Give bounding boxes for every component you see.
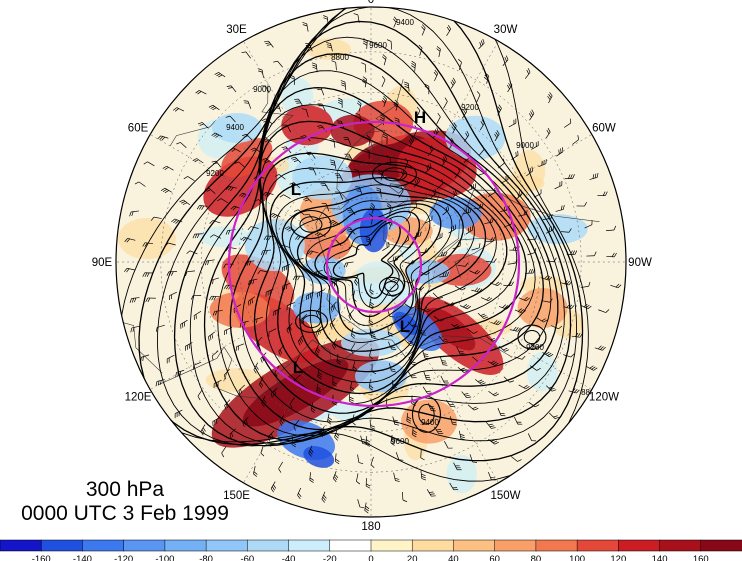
contour-value-label: 9400 — [421, 418, 439, 427]
colorbar-swatch — [370, 539, 413, 552]
colorbar-swatch — [576, 539, 619, 552]
contour-value-label: 9600 — [391, 437, 409, 446]
colorbar-tick-label: 0 — [368, 554, 373, 561]
longitude-label: 30E — [226, 24, 247, 36]
colorbar-tick-label: -140 — [73, 554, 92, 561]
pressure-system-markers: H L L L — [291, 108, 426, 377]
longitude-label: 0 — [368, 0, 374, 6]
contour-value-label: 9600 — [369, 41, 387, 50]
contour-value-label: 9000 — [516, 141, 534, 150]
colorbar-swatch — [40, 539, 84, 552]
contour-value-label: 9200 — [526, 343, 544, 352]
colorbar-swatch — [453, 539, 496, 552]
colorbar-swatch — [659, 539, 702, 552]
colorbar-swatch — [123, 539, 166, 552]
colorbar-tick-label: 100 — [569, 554, 585, 561]
contour-value-label: 8800 — [331, 53, 349, 62]
contour-value-label: 9400 — [226, 123, 244, 132]
colorbar-tick-label: -120 — [114, 554, 133, 561]
colorbar-swatch — [288, 539, 331, 552]
colorbar-swatch — [329, 539, 372, 552]
longitude-label: 150W — [490, 490, 520, 502]
colorbar-swatch — [700, 539, 742, 552]
contour-value-label: 9000 — [253, 85, 271, 94]
time-label: 0000 UTC 3 Feb 1999 — [21, 502, 229, 525]
pressure-system-l: L — [400, 317, 410, 336]
colorbar-tick-label: 120 — [610, 554, 626, 561]
anomaly-shading — [116, 7, 626, 517]
contour-value-label: 9200 — [461, 103, 479, 112]
colorbar-swatch — [205, 539, 248, 552]
longitude-label: 120E — [125, 392, 152, 404]
colorbar-swatch — [494, 539, 537, 552]
level-label: 300 hPa — [86, 478, 165, 501]
colorbar-tick-label: 20 — [407, 554, 418, 561]
colorbar-tick-label: -80 — [199, 554, 213, 561]
contour-value-label: 9200 — [206, 169, 224, 178]
longitude-label: 90W — [628, 257, 652, 269]
colorbar-tick-label: -100 — [155, 554, 174, 561]
colorbar-swatch — [411, 539, 455, 552]
pressure-system-l: L — [291, 180, 301, 199]
longitude-label: 180 — [361, 521, 380, 533]
colorbar-swatch — [535, 539, 578, 552]
wind-barbs — [124, 13, 622, 514]
colorbar-swatch — [164, 539, 207, 552]
colorbar-swatch — [82, 539, 125, 552]
longitude-label: 30W — [494, 24, 518, 36]
longitude-labels: 0 30W 60W 90W 120W 150W 180 150E 120E 90E 60E 30E — [92, 0, 652, 533]
colorbar-tick-label: -160 — [32, 554, 51, 561]
colorbar-tick-label: 60 — [489, 554, 500, 561]
pressure-system-l: L — [293, 358, 303, 377]
colorbar-tick-label: 140 — [652, 554, 668, 561]
colorbar-tick-label: 160 — [693, 554, 709, 561]
longitude-label: 60W — [592, 123, 616, 135]
colorbar: -160 -140 -120 -100 -80 -60 -40 -20 0 20 40 60 80 100… — [0, 539, 742, 561]
colorbar-tick-label: -20 — [323, 554, 337, 561]
colorbar-swatch — [247, 539, 290, 552]
colorbar-swatch — [618, 539, 661, 552]
colorbar-tick-label: 40 — [448, 554, 459, 561]
pressure-system-h: H — [414, 108, 426, 127]
colorbar-tick-label: -40 — [282, 554, 296, 561]
contour-value-label: 9400 — [396, 18, 414, 27]
colorbar-tick-label: -60 — [240, 554, 254, 561]
colorbar-swatch — [0, 539, 42, 552]
colorbar-tick-label: 80 — [531, 554, 542, 561]
longitude-label: 150E — [223, 490, 250, 502]
longitude-label: 60E — [128, 123, 149, 135]
highlight-circles — [227, 120, 521, 408]
map-boundary — [115, 6, 627, 518]
longitude-label: 90E — [92, 257, 113, 269]
longitude-label: 120W — [589, 392, 619, 404]
